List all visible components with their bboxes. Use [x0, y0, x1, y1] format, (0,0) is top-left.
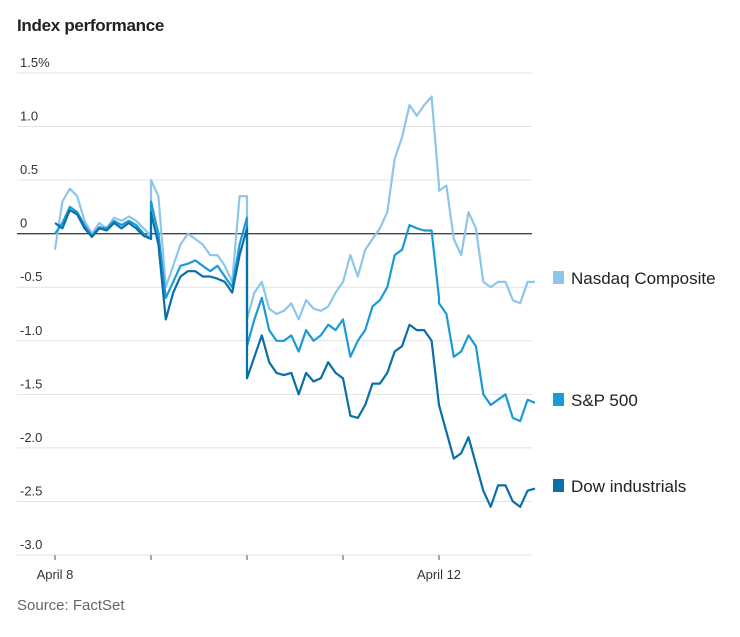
source-note: Source: FactSet: [17, 597, 125, 614]
chart-title: Index performance: [17, 16, 165, 35]
x-tick-label: April 8: [37, 567, 74, 582]
y-tick-label: -3.0: [20, 537, 42, 552]
legend-swatch: [553, 479, 564, 492]
legend-label: S&P 500: [571, 391, 638, 410]
legend-swatch: [553, 393, 564, 406]
series-line-1: [54, 200, 536, 423]
y-tick-label: 0: [20, 216, 27, 231]
y-tick-label: 1.5%: [20, 55, 50, 70]
y-tick-label: 0.5: [20, 162, 38, 177]
legend-swatch: [553, 271, 564, 284]
y-tick-label: -2.5: [20, 483, 42, 498]
y-tick-label: -1.5: [20, 376, 42, 391]
y-tick-label: -0.5: [20, 269, 42, 284]
x-tick-label: April 12: [417, 567, 461, 582]
series-line-0: [53, 95, 535, 321]
y-tick-label: 1.0: [20, 109, 38, 124]
y-tick-label: -2.0: [20, 430, 42, 445]
legend-label: Nasdaq Composite: [571, 269, 716, 288]
series-line-2: [54, 209, 536, 508]
legend-label: Dow industrials: [571, 477, 686, 496]
y-tick-label: -1.0: [20, 323, 42, 338]
